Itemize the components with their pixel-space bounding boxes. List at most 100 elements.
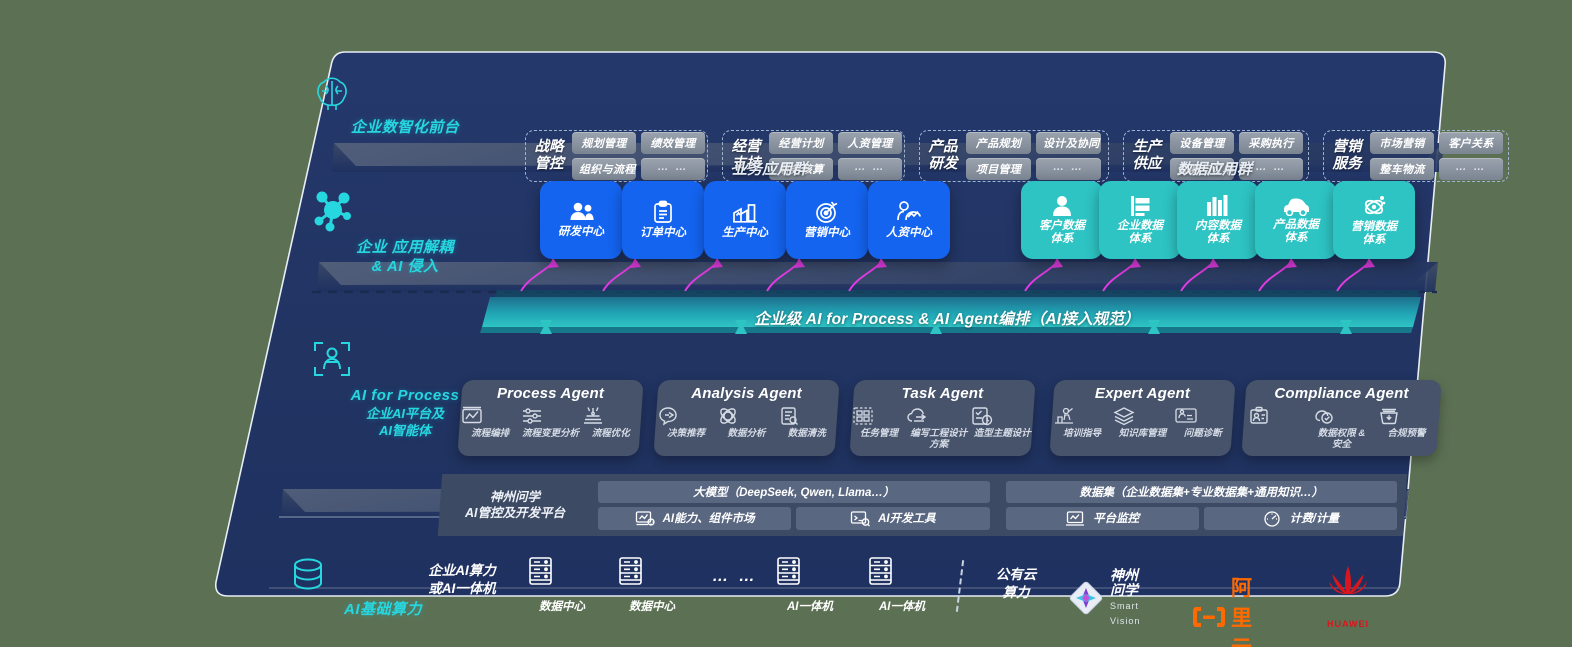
agent-card-analysis[interactable]: Analysis Agent 决策推荐 [653,380,840,456]
domain-chip[interactable]: 项目管理 [966,158,1031,180]
agent-card-compliance[interactable]: Compliance Agent [1241,380,1442,456]
layers-icon [1113,406,1171,426]
domain-chip[interactable]: 客户关系 [1439,132,1503,154]
ai-platform-bar[interactable]: 神州问学 AI管控及开发平台 大模型（DeepSeek, Qwen, Llama… [437,474,1408,536]
domain-chip[interactable]: 采购执行 [1239,132,1303,154]
section-title-data: 数据应用群 [1177,161,1253,178]
data-card-label: 产品数据 体系 [1273,218,1319,244]
domain-chip-more[interactable]: … … [1036,158,1101,180]
agent-feature[interactable]: 数据分析 [717,406,775,439]
agent-feature[interactable]: 问题诊断 [1174,406,1232,439]
agent-title: Analysis Agent [691,385,802,402]
domain-chip[interactable]: 整车物流 [1370,158,1434,180]
domain-chip[interactable]: 财务核算 [769,158,833,180]
agent-card-expert[interactable]: Expert Agent 培训指导 [1049,380,1236,456]
agent-feature[interactable]: 培训指导 [1053,406,1111,439]
platform-cell-billing[interactable]: 计费/计量 [1203,506,1397,530]
domain-group-rnd[interactable]: 产品 研发 产品规划 设计及协同 项目管理 … … [919,130,1109,182]
agent-feature[interactable]: 流程优化 [582,406,640,439]
data-card-content[interactable]: 内容数据 体系 [1177,181,1259,259]
agent-feature[interactable]: 数据权限 & 安全 [1313,406,1371,450]
data-card-marketing[interactable]: 营销数据 体系 [1333,181,1415,259]
sidebar-item-ai-process: AI for Process 企业AI平台及 AI智能体 [310,338,500,439]
domain-chip[interactable]: 人资管理 [838,132,902,154]
huawei-logo [1322,562,1374,596]
data-card-enterprise[interactable]: 企业数据 体系 [1099,181,1181,259]
domain-chip[interactable]: 设计及协同 [1036,132,1101,154]
connector-arrowheads-business [548,258,887,268]
app-card-production-center[interactable]: 生产中心 [704,181,786,259]
domain-chip-more[interactable]: … … [641,158,705,180]
app-card-hr-center[interactable]: 人资中心 [868,181,950,259]
domain-chip[interactable]: 规划管理 [572,132,636,154]
person-scan-icon [310,338,500,380]
agent-feature[interactable]: 合规预警 [1378,406,1436,450]
flow-chart-icon [461,406,519,426]
infra-node-ai-appliance-2[interactable]: AI一体机 [867,556,937,614]
platform-cell-ai-market[interactable]: AI能力、组件市场 [598,506,792,530]
domain-group-strategy[interactable]: 战略 管控 规划管理 绩效管理 组织与流程 … … [525,130,708,182]
domain-chip[interactable]: 产品规划 [966,132,1031,154]
sidebar-label-3: AI智能体 [378,423,431,438]
domain-chip-more[interactable]: … … [1439,158,1503,180]
domain-chip-more[interactable]: … … [838,158,902,180]
domain-chip[interactable]: 组织与流程 [572,158,636,180]
ai-banner-label: 企业级 AI for Process & AI Agent编排（AI接入规范） [754,311,1140,328]
agent-feature[interactable]: 决策推荐 [657,406,715,439]
market-icon [635,510,655,527]
agent-feature[interactable]: 流程编排 [461,406,519,439]
platform-cell-monitoring[interactable]: 平台监控 [1005,506,1199,530]
platform-left-column: 大模型（DeepSeek, Qwen, Llama…） AI能力、组件市场 [590,474,998,536]
domain-group-name: 战略 管控 [534,139,564,172]
infra-node-datacenter-1[interactable]: 数据中心 [527,556,597,614]
infra-node-datacenter-2[interactable]: 数据中心 [617,556,687,614]
app-card-label: 订单中心 [640,227,686,239]
bars-icon [1206,194,1230,217]
domain-chip[interactable]: 经营计划 [769,132,833,154]
agent-feature[interactable]: 任务管理 [852,406,906,450]
sidebar-label: AI for Process [350,387,460,404]
id-card-icon [1248,406,1306,426]
agent-feature[interactable]: 编写工程设计方案 [906,406,971,450]
checklist-clock-icon [971,406,1033,426]
vendor-logo-aliyun[interactable]: 阿里云 [1192,572,1252,647]
data-card-customer[interactable]: 客户数据 体系 [1021,181,1103,259]
agent-feature[interactable]: 流程变更分析 [521,406,579,439]
car-icon [1282,196,1310,216]
sidebar-label-2: 企业AI平台及 [365,406,444,421]
domain-group-marketing[interactable]: 营销 服务 市场营销 客户关系 整车物流 … … [1323,130,1509,182]
optimize-icon [582,406,640,426]
sidebar-item-front-office: 企业数智化前台 [310,72,500,137]
agent-feature[interactable]: 知识库管理 [1113,406,1171,439]
vendor-name: HUAWEI [1327,619,1369,629]
agent-feature[interactable] [1248,406,1306,450]
vendor-logo-shenzhou[interactable]: 神州问学 Smart Vision [1068,568,1140,628]
domain-chip[interactable]: 市场营销 [1370,132,1434,154]
domain-chip[interactable]: 设备管理 [1170,132,1234,154]
data-card-product[interactable]: 产品数据 体系 [1255,181,1337,259]
domain-chip-more[interactable]: … … [1239,158,1303,180]
platform-dataset-row[interactable]: 数据集（企业数据集+专业数据集+通用知识…） [1005,480,1397,503]
domain-chip[interactable]: 绩效管理 [641,132,705,154]
app-card-rnd-center[interactable]: 研发中心 [540,181,622,259]
server-icon [775,556,845,586]
app-card-marketing-center[interactable]: 营销中心 [786,181,868,259]
platform-cell-dev-tool[interactable]: AI开发工具 [796,506,990,530]
app-card-order-center[interactable]: 订单中心 [622,181,704,259]
agent-title: Process Agent [496,385,605,402]
domain-chip[interactable]: 预测与订单 [1170,158,1234,180]
domain-group-name: 产品 研发 [928,139,958,172]
infra-node-ellipsis: … … [712,568,758,585]
agent-card-process[interactable]: Process Agent 流程编排 [457,380,644,456]
agent-feature[interactable]: 数据清洗 [778,406,836,439]
ai-orchestration-banner[interactable]: 企业级 AI for Process & AI Agent编排（AI接入规范） [482,297,1412,331]
vendor-logo-huawei[interactable]: HUAWEI [1322,562,1374,632]
platform-model-row[interactable]: 大模型（DeepSeek, Qwen, Llama…） [598,480,990,503]
clean-data-icon [778,406,836,426]
users-icon [568,201,595,223]
agent-card-task[interactable]: Task Agent 任务管理 [849,380,1036,456]
agent-feature[interactable]: 造型主题设计 [971,406,1033,450]
domain-group-operations[interactable]: 经营 支持 经营计划 人资管理 财务核算 … … [722,130,905,182]
user-icon [1051,194,1073,217]
infra-node-ai-appliance-1[interactable]: AI一体机 [775,556,845,614]
